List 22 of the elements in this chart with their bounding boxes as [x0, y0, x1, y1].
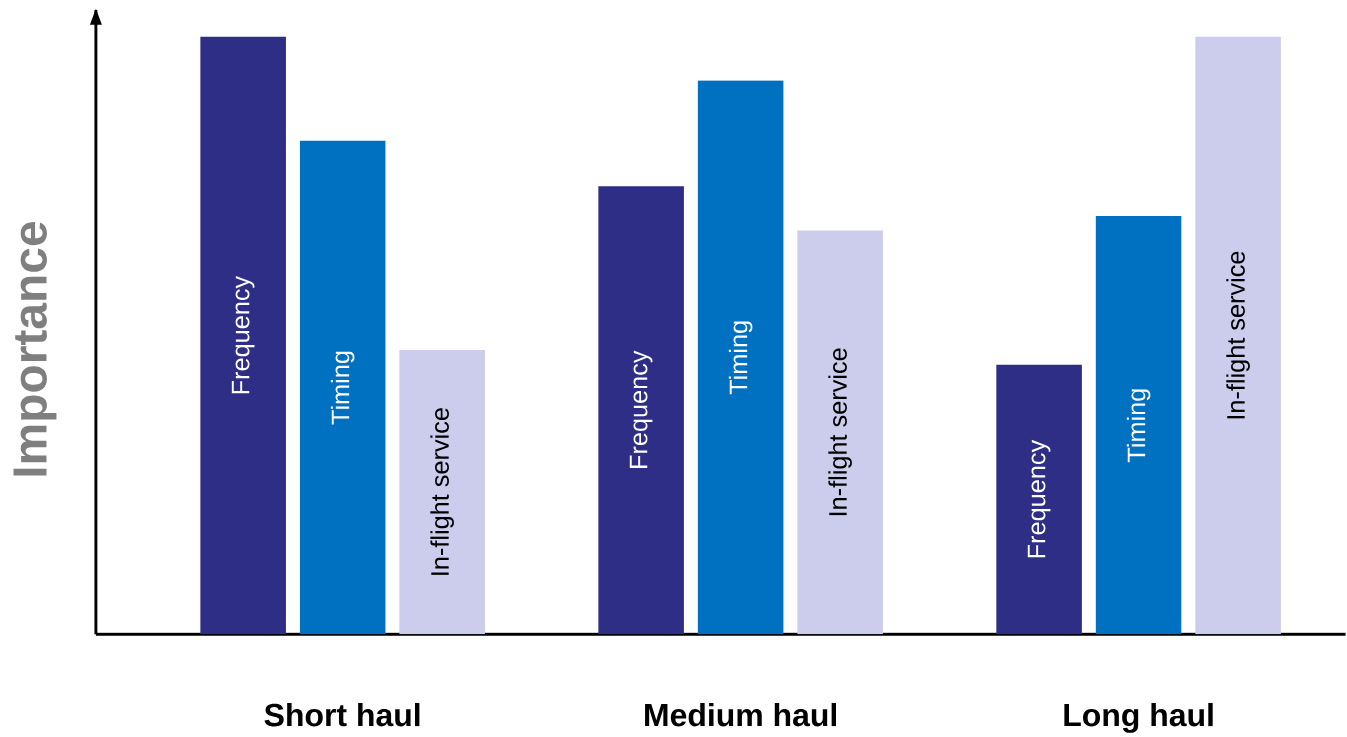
bar	[697, 80, 784, 635]
x-tick-label: Medium haul	[645, 702, 837, 727]
text: Frequency	[231, 275, 255, 394]
series-label: Frequency	[629, 350, 653, 468]
text: In-flight service	[1226, 251, 1250, 419]
bar	[200, 36, 286, 635]
y-axis-title: Importance	[13, 221, 57, 476]
bar	[797, 230, 883, 635]
x-tick-label: Short haul	[264, 702, 420, 727]
bar	[996, 364, 1082, 635]
bar	[1195, 36, 1281, 635]
bar	[1095, 215, 1182, 635]
text: Timing	[330, 351, 355, 425]
bar	[598, 186, 684, 635]
series-label: Timing	[1126, 389, 1151, 462]
bar	[299, 140, 386, 635]
x-tick-label: Long haul	[1064, 702, 1213, 733]
text: Frequency	[1027, 439, 1051, 558]
text: Timing	[728, 321, 753, 395]
series-label: In-flight service	[430, 408, 454, 575]
text: In-flight service	[828, 348, 852, 515]
bar	[399, 349, 485, 635]
